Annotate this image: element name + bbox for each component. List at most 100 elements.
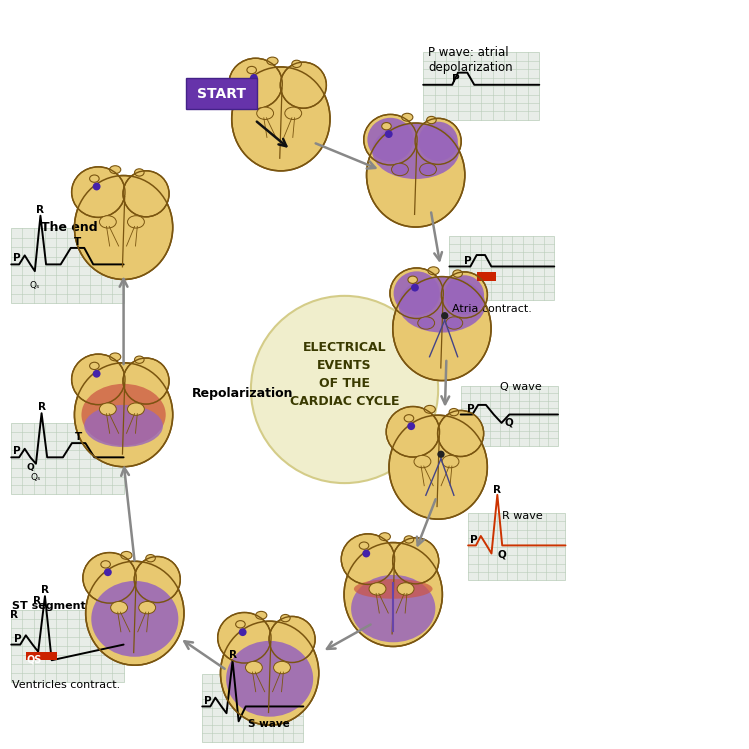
Ellipse shape [121, 551, 132, 560]
Circle shape [250, 74, 258, 82]
Text: Qₛ: Qₛ [30, 282, 40, 291]
Ellipse shape [427, 116, 436, 124]
Ellipse shape [285, 107, 302, 120]
Ellipse shape [74, 363, 173, 467]
Ellipse shape [392, 163, 408, 176]
Bar [468, 513, 565, 580]
Ellipse shape [82, 383, 166, 446]
Ellipse shape [100, 403, 116, 415]
Ellipse shape [123, 171, 169, 217]
Ellipse shape [445, 276, 484, 315]
Bar [25, 652, 57, 661]
Ellipse shape [229, 58, 282, 109]
Ellipse shape [134, 557, 181, 602]
Ellipse shape [404, 415, 413, 422]
Ellipse shape [90, 363, 99, 369]
Text: P: P [470, 535, 478, 545]
Text: P wave: atrial
depolarization: P wave: atrial depolarization [428, 46, 513, 74]
Ellipse shape [246, 661, 262, 674]
Ellipse shape [344, 542, 443, 646]
Text: Qₛ: Qₛ [31, 473, 41, 482]
Circle shape [363, 550, 370, 557]
Text: R: R [494, 485, 501, 495]
Text: R: R [10, 610, 19, 620]
Text: P: P [467, 404, 474, 414]
Ellipse shape [449, 408, 458, 416]
Circle shape [104, 568, 112, 576]
Text: START: START [197, 87, 246, 100]
Ellipse shape [85, 405, 163, 447]
Text: T: T [75, 432, 82, 442]
Text: P: P [13, 253, 21, 264]
Ellipse shape [392, 276, 491, 380]
Bar [461, 386, 558, 446]
Ellipse shape [111, 601, 127, 614]
Ellipse shape [83, 553, 136, 603]
Bar [11, 610, 124, 682]
Text: R wave: R wave [502, 511, 542, 521]
Text: QS: QS [26, 655, 41, 664]
Circle shape [385, 130, 392, 138]
Ellipse shape [379, 533, 390, 541]
Ellipse shape [441, 272, 488, 318]
Bar [11, 228, 124, 303]
Ellipse shape [364, 115, 417, 165]
Circle shape [93, 183, 100, 190]
Ellipse shape [236, 621, 245, 628]
Ellipse shape [269, 616, 315, 663]
Ellipse shape [392, 538, 439, 584]
Ellipse shape [369, 583, 386, 595]
Text: P: P [464, 256, 472, 266]
Ellipse shape [408, 276, 417, 283]
Ellipse shape [101, 561, 110, 568]
Ellipse shape [386, 407, 440, 457]
Ellipse shape [139, 601, 156, 614]
Ellipse shape [123, 358, 169, 404]
Ellipse shape [393, 271, 440, 315]
Ellipse shape [415, 118, 461, 164]
Ellipse shape [437, 410, 484, 456]
Ellipse shape [255, 611, 267, 619]
Bar [476, 272, 496, 281]
Circle shape [407, 422, 415, 430]
Ellipse shape [280, 62, 327, 109]
Ellipse shape [419, 163, 437, 176]
Ellipse shape [446, 317, 463, 330]
Ellipse shape [404, 536, 413, 543]
Text: P: P [14, 634, 22, 643]
Ellipse shape [226, 641, 313, 717]
Ellipse shape [428, 267, 439, 275]
Text: Q: Q [498, 550, 506, 560]
Ellipse shape [85, 561, 184, 665]
Ellipse shape [389, 415, 488, 519]
Ellipse shape [419, 121, 458, 161]
Ellipse shape [424, 405, 435, 413]
Ellipse shape [109, 353, 121, 361]
Ellipse shape [267, 57, 278, 65]
Ellipse shape [74, 175, 173, 279]
Circle shape [437, 451, 445, 458]
Ellipse shape [218, 613, 271, 663]
Ellipse shape [354, 579, 433, 598]
Ellipse shape [90, 175, 99, 182]
Ellipse shape [418, 317, 434, 330]
Ellipse shape [292, 60, 301, 67]
Ellipse shape [442, 455, 459, 467]
Circle shape [93, 370, 100, 377]
Text: P: P [13, 446, 21, 456]
Ellipse shape [109, 166, 121, 174]
Ellipse shape [127, 216, 145, 228]
Ellipse shape [231, 67, 330, 171]
Ellipse shape [351, 575, 435, 643]
Ellipse shape [414, 455, 431, 467]
Text: R: R [37, 204, 44, 215]
Text: The end: The end [41, 221, 98, 234]
Text: R: R [34, 596, 41, 607]
Ellipse shape [247, 67, 256, 73]
Text: T: T [74, 237, 81, 247]
Bar [423, 52, 539, 120]
Bar [449, 236, 554, 300]
Text: P: P [452, 74, 459, 84]
Ellipse shape [360, 542, 369, 549]
Ellipse shape [281, 614, 290, 622]
